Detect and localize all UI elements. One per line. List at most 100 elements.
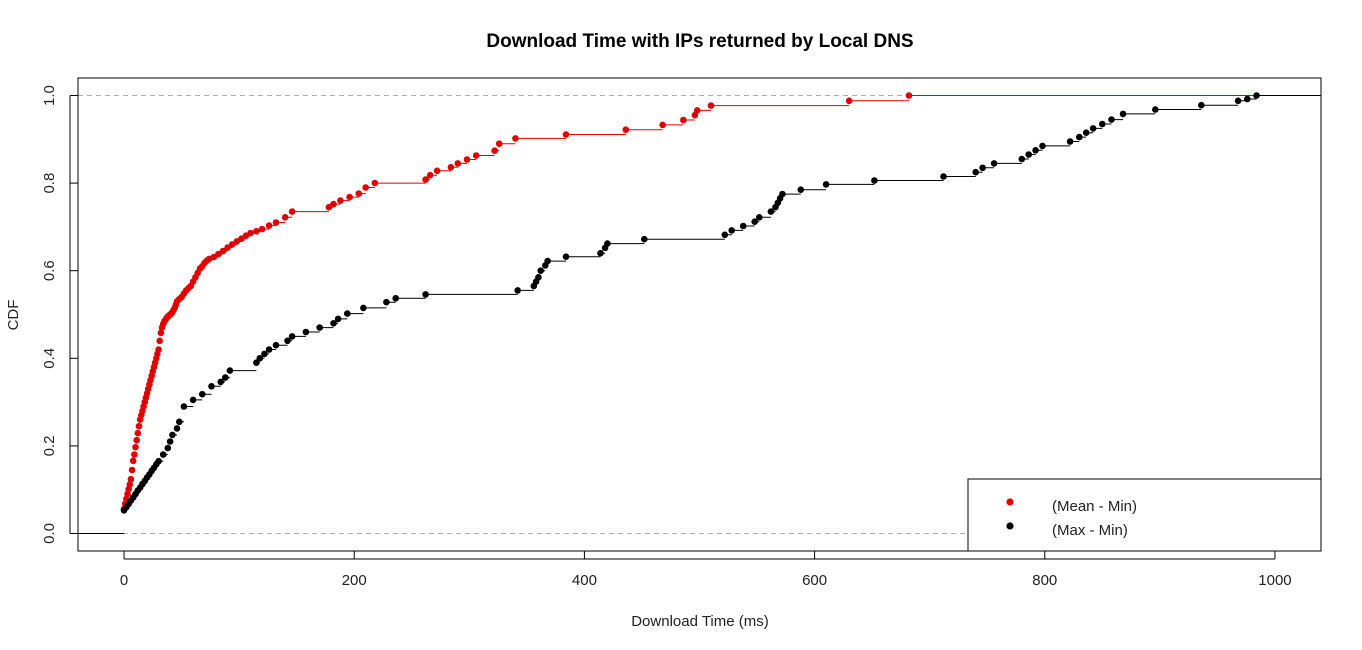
data-point bbox=[337, 197, 344, 204]
legend-marker-mean-min bbox=[1006, 498, 1014, 506]
y-axis-label: CDF bbox=[5, 300, 22, 331]
data-point bbox=[905, 92, 913, 99]
data-point bbox=[383, 298, 390, 306]
data-point bbox=[157, 329, 165, 337]
data-point bbox=[472, 152, 480, 159]
data-point bbox=[751, 218, 758, 225]
data-point bbox=[226, 367, 234, 374]
data-point bbox=[288, 208, 296, 215]
data-point bbox=[597, 249, 604, 257]
data-point bbox=[134, 429, 142, 437]
data-point bbox=[284, 337, 291, 345]
data-point bbox=[537, 267, 544, 275]
data-point bbox=[1152, 106, 1159, 113]
data-point bbox=[514, 287, 521, 294]
data-point bbox=[1108, 116, 1115, 123]
data-point bbox=[426, 171, 434, 179]
data-point bbox=[261, 350, 268, 358]
data-point bbox=[222, 374, 229, 381]
data-point bbox=[463, 156, 471, 163]
data-point bbox=[253, 228, 260, 235]
data-point bbox=[156, 337, 163, 345]
data-point bbox=[562, 131, 570, 138]
data-point bbox=[392, 295, 400, 302]
data-point bbox=[822, 181, 830, 188]
x-tick-label: 1000 bbox=[1258, 572, 1291, 589]
data-point bbox=[845, 97, 853, 105]
data-point bbox=[739, 222, 747, 230]
data-point bbox=[219, 247, 227, 255]
data-point bbox=[495, 140, 503, 147]
data-point bbox=[562, 253, 570, 260]
legend-label-mean-min: (Mean - Min) bbox=[1052, 498, 1137, 515]
y-tick-label: 0.2 bbox=[41, 435, 58, 456]
y-tick-label: 0.0 bbox=[41, 523, 58, 544]
data-point bbox=[166, 438, 174, 445]
data-point bbox=[1076, 133, 1083, 141]
data-point bbox=[288, 333, 296, 340]
data-point bbox=[127, 475, 135, 483]
y-tick-label: 0.6 bbox=[41, 260, 58, 281]
data-point bbox=[258, 225, 266, 233]
data-point bbox=[272, 341, 280, 349]
data-point bbox=[1032, 147, 1039, 154]
x-tick-label: 0 bbox=[120, 572, 128, 589]
data-point bbox=[169, 431, 176, 439]
chart-title: Download Time with IPs returned by Local… bbox=[486, 31, 913, 52]
data-point bbox=[164, 444, 172, 452]
data-point bbox=[767, 208, 775, 215]
data-point bbox=[979, 164, 986, 172]
data-point bbox=[344, 310, 351, 317]
data-point bbox=[265, 222, 273, 229]
data-point bbox=[128, 466, 136, 474]
x-tick-label: 600 bbox=[802, 572, 827, 589]
data-point bbox=[360, 304, 367, 312]
data-point bbox=[135, 422, 143, 430]
data-point bbox=[180, 403, 188, 410]
y-axis: 0.0 0.2 0.4 0.6 0.8 1.0 bbox=[41, 85, 78, 544]
data-point bbox=[659, 121, 666, 129]
reference-lines bbox=[78, 95, 1321, 534]
data-point bbox=[272, 219, 280, 226]
data-point bbox=[1082, 129, 1090, 136]
data-point bbox=[1198, 101, 1205, 109]
data-point bbox=[371, 179, 379, 187]
data-point bbox=[208, 383, 215, 390]
data-point bbox=[155, 346, 162, 353]
data-point bbox=[728, 227, 735, 234]
data-point bbox=[362, 184, 370, 191]
data-point bbox=[199, 390, 206, 398]
plot-frame bbox=[77, 77, 1322, 552]
data-point bbox=[707, 102, 715, 109]
legend-marker-max-min bbox=[1006, 522, 1014, 530]
data-point bbox=[126, 481, 134, 488]
data-point bbox=[176, 418, 183, 426]
data-point bbox=[422, 176, 429, 183]
data-point bbox=[1253, 92, 1260, 99]
y-tick-label: 0.4 bbox=[41, 348, 58, 369]
data-point bbox=[247, 229, 254, 237]
data-point bbox=[535, 274, 542, 281]
data-point bbox=[693, 107, 701, 114]
legend-label-max-min: (Max - Min) bbox=[1052, 522, 1128, 539]
step-line-series-0 bbox=[124, 95, 1321, 510]
data-point bbox=[316, 324, 324, 331]
data-point bbox=[797, 186, 805, 193]
step-line-series-1 bbox=[124, 95, 1321, 511]
data-point bbox=[422, 291, 429, 298]
data-point bbox=[1244, 95, 1251, 103]
data-points bbox=[120, 92, 1260, 514]
data-point bbox=[129, 457, 137, 465]
data-point bbox=[1066, 138, 1074, 145]
data-point bbox=[132, 443, 139, 451]
x-axis-label: Download Time (ms) bbox=[631, 613, 769, 630]
data-point bbox=[189, 396, 197, 404]
x-tick-label: 400 bbox=[572, 572, 597, 589]
data-point bbox=[721, 231, 729, 239]
data-point bbox=[1119, 110, 1127, 118]
data-point bbox=[454, 160, 462, 167]
data-point bbox=[447, 164, 455, 171]
data-point bbox=[544, 257, 551, 265]
data-point bbox=[159, 451, 167, 458]
